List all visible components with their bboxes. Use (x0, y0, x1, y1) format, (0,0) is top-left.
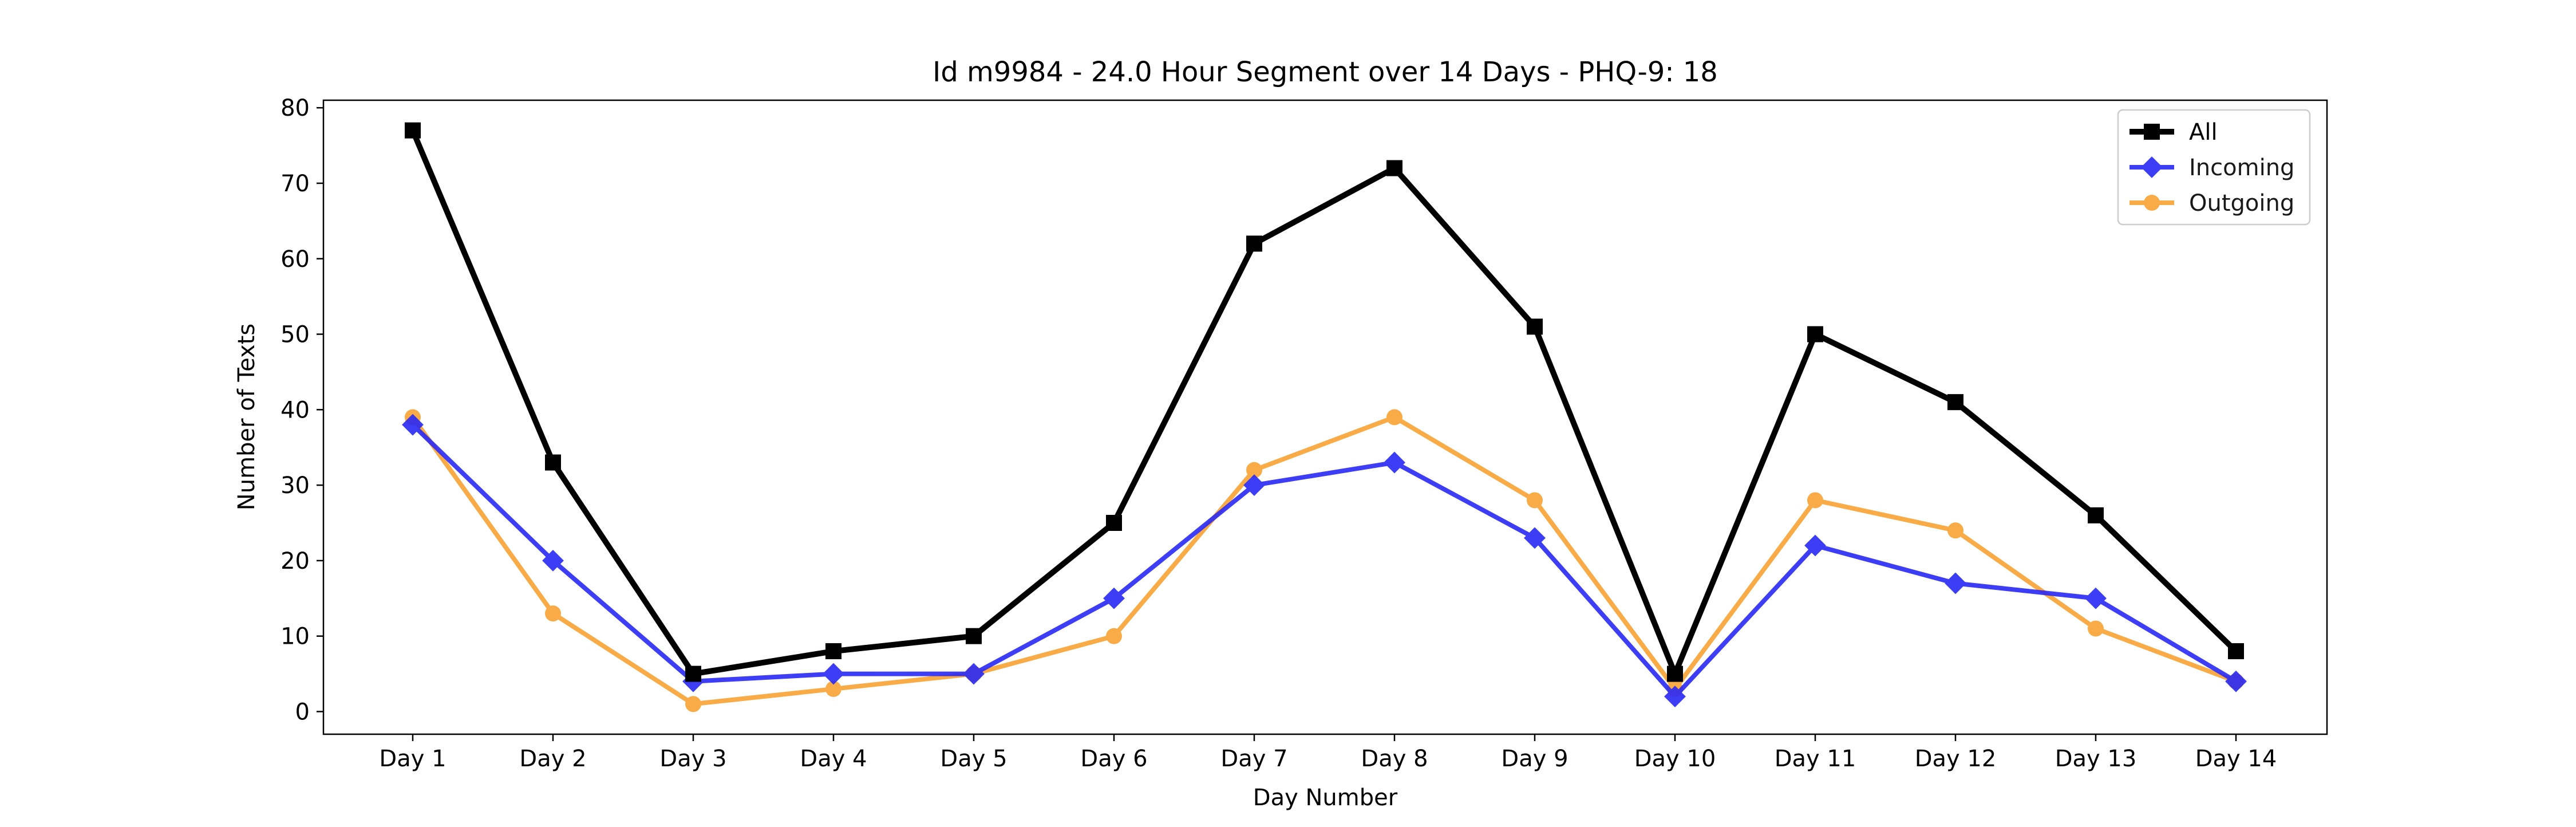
data-point-incoming (1945, 572, 1966, 594)
data-point-all (825, 643, 841, 660)
x-tick-label: Day 5 (940, 746, 1007, 772)
x-tick-label: Day 10 (1634, 746, 1716, 772)
data-point-incoming (1103, 587, 1125, 609)
series-line-incoming (409, 422, 2239, 700)
series-line-all (409, 127, 2241, 682)
data-point-outgoing (1106, 628, 1122, 644)
y-tick-label: 0 (295, 699, 310, 725)
x-tick-label: Day 14 (2195, 746, 2277, 772)
legend-item-all: All (2129, 119, 2218, 145)
legend-item-outgoing: Outgoing (2129, 190, 2294, 216)
y-tick-label: 50 (280, 322, 310, 348)
series-all (405, 122, 2244, 682)
data-point-all (966, 628, 982, 644)
data-point-all (1386, 160, 1402, 176)
x-axis-label: Day Number (1253, 785, 1398, 811)
data-point-outgoing (1807, 492, 1823, 509)
legend-item-incoming: Incoming (2129, 155, 2294, 181)
data-point-outgoing (825, 680, 841, 697)
data-point-all (1667, 665, 1683, 682)
data-point-outgoing (1246, 462, 1262, 478)
series-line-outgoing (409, 414, 2239, 707)
data-point-incoming (823, 663, 844, 685)
data-point-all (2228, 643, 2244, 660)
data-point-incoming (542, 549, 564, 572)
x-tick-label: Day 2 (519, 746, 586, 772)
data-point-incoming (2225, 670, 2247, 692)
data-point-outgoing (545, 605, 561, 622)
data-point-incoming (402, 414, 424, 436)
legend-label: All (2189, 119, 2218, 145)
y-tick-label: 20 (280, 548, 310, 574)
data-point-all (1947, 394, 1963, 411)
data-point-all (405, 122, 421, 139)
y-tick-label: 40 (280, 397, 310, 423)
data-point-incoming (1243, 474, 1265, 497)
data-point-outgoing (1527, 492, 1543, 509)
data-point-incoming (1664, 686, 1686, 708)
data-point-outgoing (1386, 409, 1402, 426)
x-tick-label: Day 3 (659, 746, 726, 772)
plot-area: 0 10 20 30 40 50 60 70 80 Day 1 Day 2 Day 3 Day 4 Day… (280, 95, 2328, 772)
y-tick-label: 30 (280, 472, 310, 499)
data-point-incoming (1384, 451, 1405, 474)
y-tick-label: 80 (280, 95, 310, 121)
series-incoming (402, 414, 2247, 708)
data-point-incoming (1524, 527, 1546, 549)
legend-marker-outgoing (2144, 195, 2160, 211)
legend: All Incoming Outgoing (2117, 109, 2311, 226)
legend-label: Outgoing (2189, 190, 2294, 216)
x-tick-label: Day 13 (2055, 746, 2137, 772)
data-point-all (1106, 515, 1122, 531)
y-tick-label: 10 (280, 624, 310, 650)
x-tick-label: Day 8 (1361, 746, 1428, 772)
x-tick-label: Day 1 (379, 746, 446, 772)
legend-label: Incoming (2189, 155, 2294, 181)
x-tick-label: Day 4 (800, 746, 867, 772)
data-point-outgoing (685, 696, 701, 712)
data-point-all (1527, 318, 1543, 335)
data-point-incoming (963, 663, 985, 685)
data-point-all (1246, 235, 1262, 252)
legend-marker-all (2144, 124, 2160, 140)
data-point-outgoing (1947, 522, 1963, 539)
data-point-all (685, 665, 701, 682)
data-point-all (2088, 507, 2104, 523)
x-tick-label: Day 11 (1775, 746, 1856, 772)
data-point-incoming (2085, 587, 2107, 609)
data-point-incoming (1804, 534, 1826, 557)
x-tick-label: Day 6 (1080, 746, 1147, 772)
axes-frame (322, 99, 2328, 735)
data-point-all (1807, 326, 1823, 342)
y-tick-label: 70 (280, 171, 310, 197)
data-point-all (545, 454, 561, 471)
y-axis-label: Number of Texts (234, 324, 260, 510)
x-tick-label: Day 7 (1220, 746, 1287, 772)
x-tick-label: Day 9 (1501, 746, 1568, 772)
legend-box (2117, 109, 2311, 226)
chart-title: Id m9984 - 24.0 Hour Segment over 14 Day… (933, 56, 1718, 88)
x-tick-label: Day 12 (1915, 746, 1997, 772)
legend-marker-incoming (2141, 156, 2163, 178)
y-tick-label: 60 (280, 246, 310, 273)
data-point-outgoing (2088, 620, 2104, 637)
